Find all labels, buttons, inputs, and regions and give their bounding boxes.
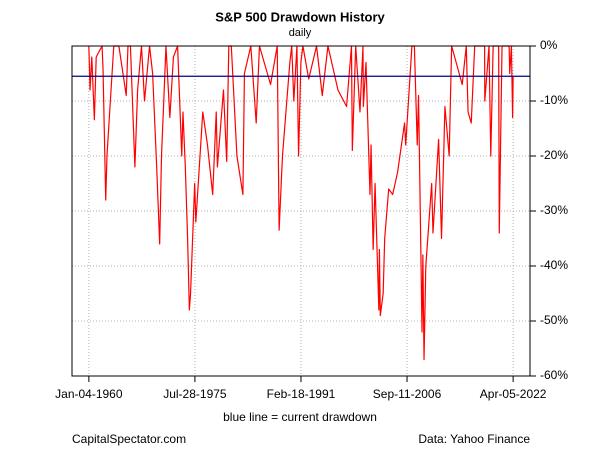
plot-frame — [71, 45, 531, 377]
x-tick-label: Feb-18-1991 — [267, 387, 336, 401]
x-tick-label: Apr-05-2022 — [480, 387, 547, 401]
y-tick-label: -60% — [540, 368, 568, 382]
footer-left: CapitalSpectator.com — [72, 432, 186, 446]
y-tick-label: -30% — [540, 203, 568, 217]
x-axis-label: blue line = current drawdown — [223, 410, 377, 424]
x-tick-label: Jul-28-1975 — [163, 387, 227, 401]
x-tick-label: Sep-11-2006 — [373, 387, 442, 401]
footer-right: Data: Yahoo Finance — [418, 432, 530, 446]
y-tick-label: 0% — [540, 38, 558, 52]
y-tick-label: -10% — [540, 93, 568, 107]
y-tick-label: -40% — [540, 258, 568, 272]
chart-title: S&P 500 Drawdown History — [215, 9, 385, 24]
y-tick-label: -50% — [540, 313, 568, 327]
y-tick-label: -20% — [540, 148, 568, 162]
x-tick-label: Jan-04-1960 — [55, 387, 123, 401]
chart-subtitle: daily — [289, 27, 312, 39]
